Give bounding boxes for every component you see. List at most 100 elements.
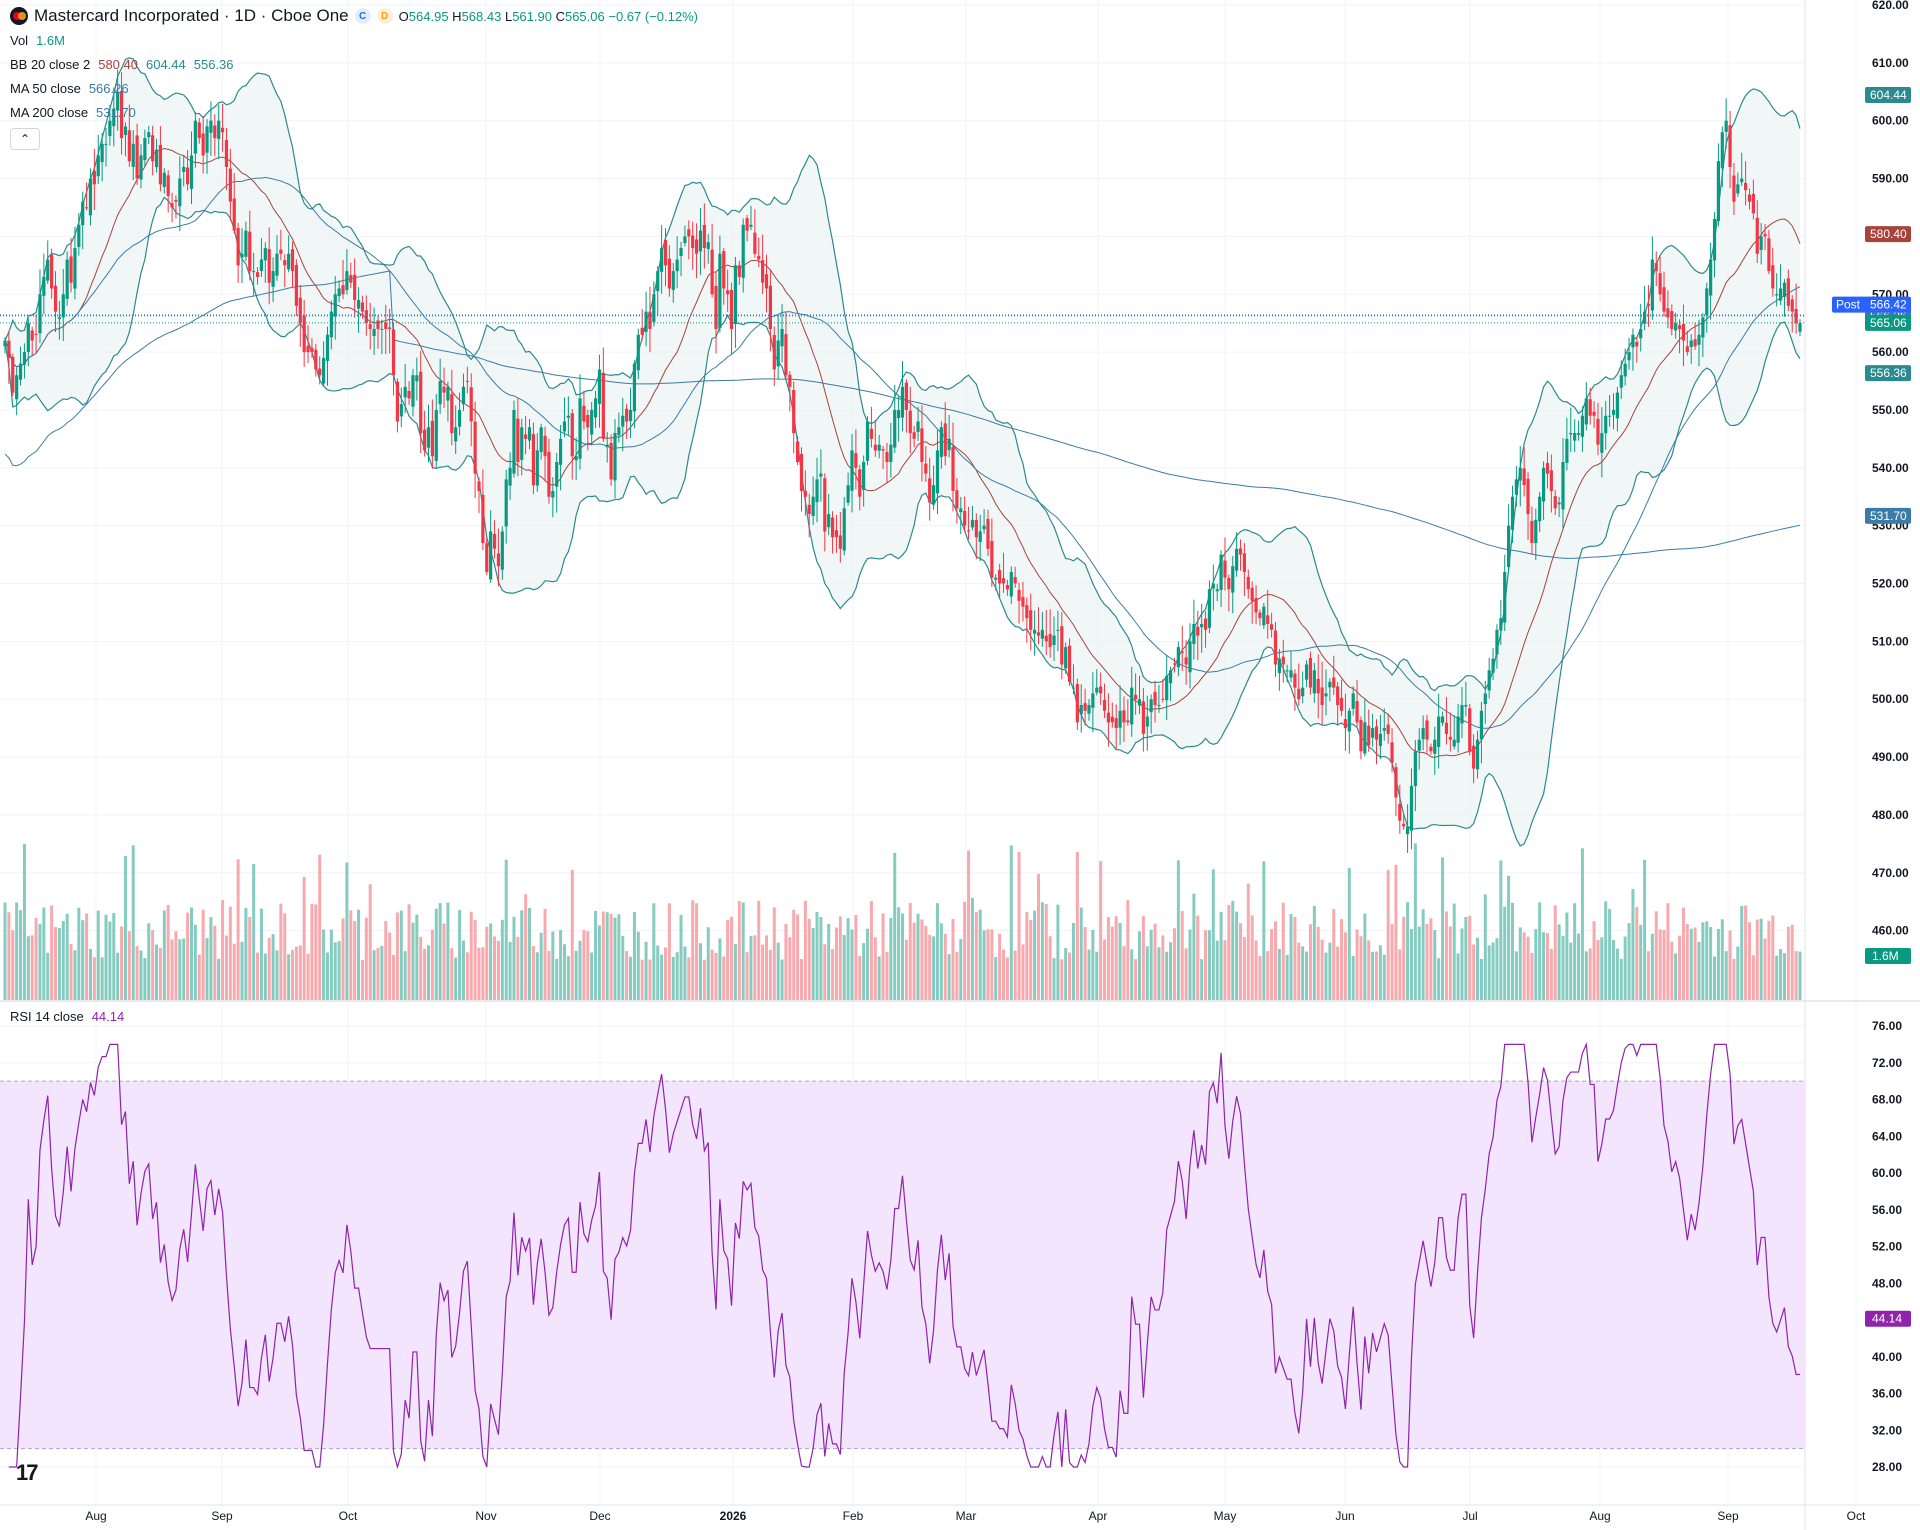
candle-body[interactable]	[663, 239, 668, 266]
delayed-data-icon[interactable]: D	[376, 8, 393, 24]
candle-body[interactable]	[593, 398, 598, 418]
candle-body[interactable]	[1402, 823, 1406, 827]
candle-body[interactable]	[306, 345, 310, 353]
candle-body[interactable]	[959, 508, 963, 513]
candle-body[interactable]	[1639, 328, 1643, 339]
candle-body[interactable]	[1064, 647, 1068, 669]
candle-body[interactable]	[562, 421, 567, 432]
candle-body[interactable]	[360, 302, 365, 312]
candle-body[interactable]	[1102, 699, 1107, 711]
candle-body[interactable]	[77, 224, 81, 247]
candle-body[interactable]	[504, 479, 508, 527]
candle-body[interactable]	[415, 375, 419, 382]
candle-body[interactable]	[1763, 234, 1767, 237]
candle-body[interactable]	[1538, 496, 1542, 522]
candle-body[interactable]	[1674, 323, 1678, 331]
candle-body[interactable]	[1483, 693, 1487, 704]
candle-body[interactable]	[846, 485, 850, 503]
candle-body[interactable]	[217, 120, 221, 139]
candle-body[interactable]	[889, 444, 893, 462]
candle-body[interactable]	[1079, 704, 1083, 715]
candle-body[interactable]	[158, 144, 163, 185]
candle-body[interactable]	[1032, 629, 1037, 634]
candle-body[interactable]	[1650, 259, 1654, 311]
ma200-legend[interactable]: MA 200 close 531.70	[10, 105, 136, 120]
candle-body[interactable]	[1487, 670, 1491, 691]
candle-body[interactable]	[1371, 728, 1375, 738]
candle-body[interactable]	[858, 469, 862, 497]
candle-body[interactable]	[1627, 352, 1631, 361]
candle-body[interactable]	[1200, 623, 1204, 628]
candle-body[interactable]	[1619, 375, 1623, 388]
candle-body[interactable]	[1273, 630, 1278, 665]
candle-body[interactable]	[170, 203, 174, 208]
candle-body[interactable]	[407, 390, 411, 399]
candle-body[interactable]	[1409, 785, 1414, 831]
candle-body[interactable]	[73, 247, 77, 289]
candle-body[interactable]	[1507, 525, 1511, 568]
candle-body[interactable]	[869, 428, 874, 439]
candle-body[interactable]	[928, 478, 932, 503]
candle-body[interactable]	[1040, 629, 1044, 639]
bollinger-legend[interactable]: BB 20 close 2 580.40 604.44 556.36	[10, 57, 234, 72]
candle-body[interactable]	[154, 149, 159, 168]
candle-body[interactable]	[119, 90, 124, 139]
candle-body[interactable]	[1351, 693, 1355, 709]
candle-body[interactable]	[1332, 677, 1336, 688]
candle-body[interactable]	[287, 253, 291, 270]
candle-body[interactable]	[248, 231, 252, 272]
candle-body[interactable]	[18, 363, 23, 380]
candle-body[interactable]	[1149, 699, 1153, 713]
candle-body[interactable]	[955, 490, 959, 509]
candle-body[interactable]	[283, 260, 287, 266]
candle-body[interactable]	[702, 224, 706, 248]
candle-body[interactable]	[745, 218, 749, 231]
candle-body[interactable]	[764, 274, 769, 289]
candle-body[interactable]	[1130, 687, 1134, 725]
candle-body[interactable]	[473, 421, 477, 474]
candle-body[interactable]	[939, 427, 943, 457]
candle-body[interactable]	[1720, 132, 1724, 169]
candle-body[interactable]	[660, 247, 664, 272]
candle-body[interactable]	[1425, 720, 1429, 740]
candle-body[interactable]	[547, 451, 551, 497]
candle-body[interactable]	[590, 409, 594, 435]
candle-body[interactable]	[7, 340, 11, 358]
candle-body[interactable]	[827, 514, 831, 528]
candle-body[interactable]	[792, 390, 796, 434]
candle-body[interactable]	[1608, 415, 1612, 417]
candle-body[interactable]	[240, 253, 244, 258]
candle-body[interactable]	[337, 288, 341, 297]
candle-body[interactable]	[1359, 720, 1363, 752]
candle-body[interactable]	[819, 473, 823, 477]
candle-body[interactable]	[399, 404, 403, 417]
candle-body[interactable]	[1184, 657, 1188, 665]
candle-body[interactable]	[986, 518, 990, 549]
candle-body[interactable]	[1495, 629, 1499, 655]
candle-body[interactable]	[1786, 278, 1790, 306]
candle-body[interactable]	[714, 286, 718, 329]
candle-body[interactable]	[527, 427, 532, 441]
candle-body[interactable]	[147, 132, 151, 138]
candle-body[interactable]	[1736, 184, 1740, 194]
candle-body[interactable]	[1421, 728, 1425, 740]
candle-body[interactable]	[419, 371, 423, 434]
candle-body[interactable]	[1165, 676, 1169, 701]
candle-body[interactable]	[862, 462, 866, 490]
candle-body[interactable]	[224, 140, 229, 167]
candle-body[interactable]	[1747, 194, 1752, 202]
candle-body[interactable]	[1514, 479, 1518, 495]
candle-body[interactable]	[1071, 687, 1076, 689]
candle-body[interactable]	[127, 130, 131, 162]
candle-body[interactable]	[263, 247, 267, 261]
candle-body[interactable]	[1145, 716, 1149, 727]
candle-body[interactable]	[423, 429, 427, 451]
candle-body[interactable]	[1126, 720, 1130, 723]
candle-body[interactable]	[213, 125, 217, 139]
candle-body[interactable]	[201, 133, 205, 156]
candle-body[interactable]	[500, 531, 504, 570]
candle-body[interactable]	[1048, 634, 1052, 648]
candle-body[interactable]	[1203, 618, 1208, 630]
candle-body[interactable]	[174, 200, 178, 202]
candle-body[interactable]	[881, 448, 885, 451]
